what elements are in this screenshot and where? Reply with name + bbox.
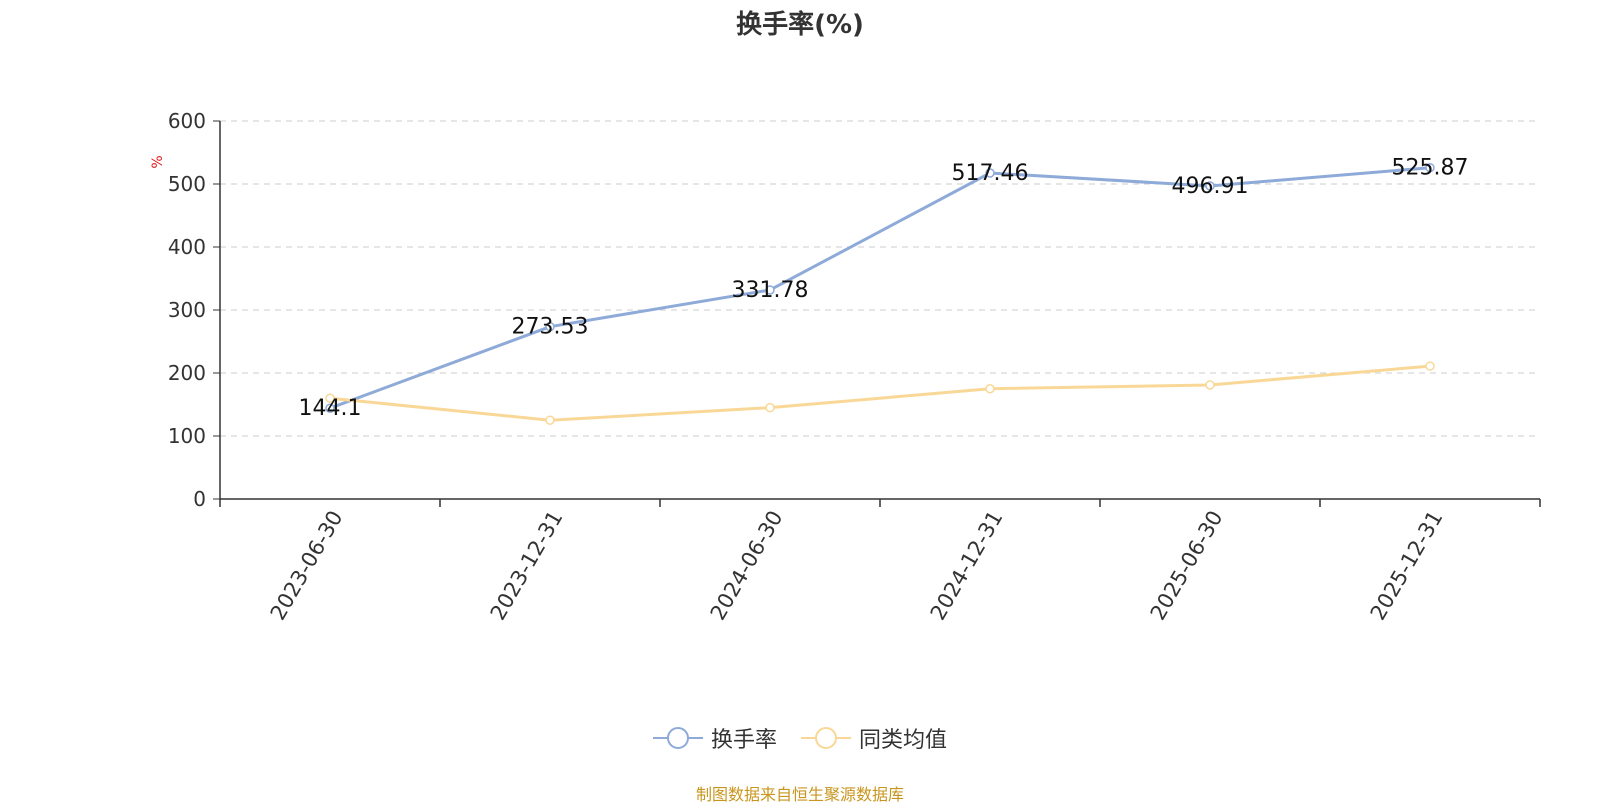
series-line-0 xyxy=(329,166,1431,410)
data-point xyxy=(765,402,775,413)
data-point xyxy=(1205,380,1215,390)
data-source-note: 制图数据来自恒生聚源数据库 xyxy=(695,785,904,804)
data-label: 331.78 xyxy=(732,278,809,303)
y-tick-label: 500 xyxy=(168,172,206,196)
data-point xyxy=(1425,361,1435,371)
data-label: 525.87 xyxy=(1392,156,1469,181)
y-tick-label: 200 xyxy=(168,361,206,385)
x-tick-label: 2023-12-31 xyxy=(486,507,568,625)
y-tick-label: 400 xyxy=(168,235,206,259)
legend: 换手率 同类均值 xyxy=(0,722,1600,754)
legend-marker-peer-average-icon xyxy=(801,727,851,749)
data-label: 144.1 xyxy=(299,396,362,421)
data-point xyxy=(545,415,555,425)
data-point xyxy=(985,384,995,394)
x-tick-label: 2025-12-31 xyxy=(1366,507,1448,625)
data-point xyxy=(1205,181,1215,191)
legend-marker-turnover-icon xyxy=(652,727,703,749)
data-point xyxy=(765,285,775,295)
legend-label-turnover: 换手率 xyxy=(710,728,777,753)
series-line-1 xyxy=(329,364,1431,422)
legend-item-peer-average[interactable]: 同类均值 xyxy=(801,722,947,754)
data-point xyxy=(545,321,555,332)
x-tick-label: 2024-06-30 xyxy=(706,507,788,625)
x-tick-label: 2025-06-30 xyxy=(1146,507,1228,625)
chart-title: 换手率(%) xyxy=(736,10,864,40)
legend-item-turnover[interactable]: 换手率 xyxy=(652,722,777,754)
data-labels: 144.1 273.53 331.78 517.46 496.91 525.87 xyxy=(299,156,1469,422)
axes: 0 100 200 300 400 500 600% 2023-06-30 2023-12-31… xyxy=(150,109,1541,625)
x-tick-label: 2024-12-31 xyxy=(926,507,1008,625)
series-lines xyxy=(325,162,1435,425)
y-tick-label: 100 xyxy=(168,424,206,448)
y-axis-label: % xyxy=(150,155,166,168)
data-point xyxy=(325,393,335,403)
data-point xyxy=(325,403,335,413)
x-tick-label: 2023-06-30 xyxy=(266,507,348,625)
data-label: 496.91 xyxy=(1172,174,1249,199)
y-tick-label: 300 xyxy=(168,298,206,322)
data-point xyxy=(985,168,995,178)
legend-label-peer-average: 同类均值 xyxy=(859,728,948,753)
data-label: 517.46 xyxy=(952,161,1029,186)
grid-lines xyxy=(220,120,1540,437)
data-point xyxy=(1425,162,1435,173)
data-label: 273.53 xyxy=(512,315,589,340)
y-tick-label: 600 xyxy=(168,109,206,133)
y-tick-label: 0 xyxy=(193,487,206,511)
